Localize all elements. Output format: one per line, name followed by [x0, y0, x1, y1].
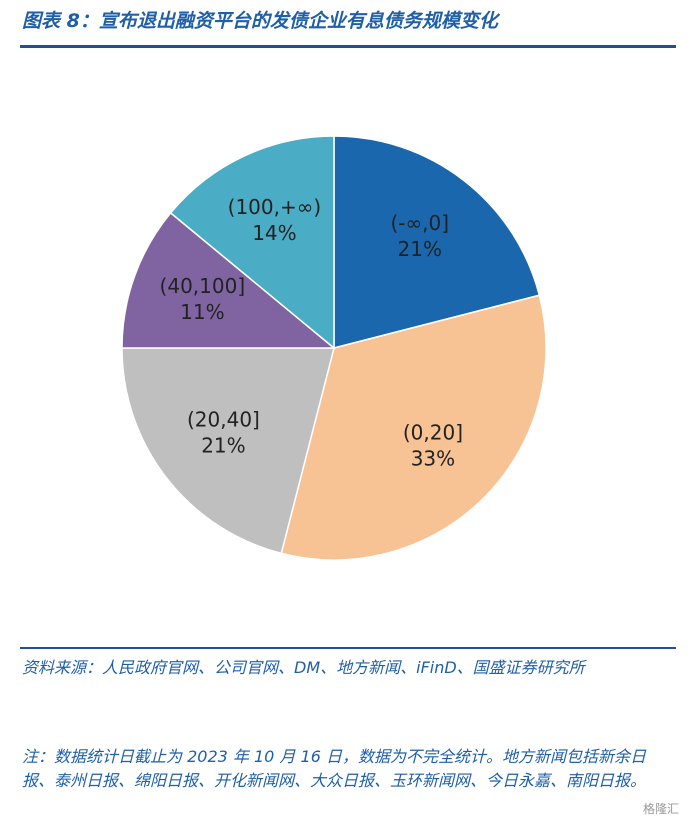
slice-value-label: 11%	[180, 300, 224, 324]
slice-category: (0,20]	[403, 420, 463, 444]
pie-slice	[333, 135, 541, 349]
pie-slice	[169, 135, 335, 350]
slice-value-label: 14%	[252, 221, 296, 245]
source: 资料来源：人民政府官网、公司官网、DM、地方新闻、iFinD、国盛证券研究所	[22, 658, 585, 677]
slice-value-label: 33%	[411, 446, 455, 470]
slice-category: (100,+∞)	[228, 195, 322, 219]
slice-category: (20,40]	[187, 407, 260, 431]
slice-category: (40,100]	[160, 274, 246, 298]
pie-slice	[121, 211, 337, 349]
pie-slice	[121, 347, 335, 555]
pie-slice	[280, 294, 547, 561]
chart-title: 图表 8：宣布退出融资平台的发债企业有息债务规模变化	[22, 10, 498, 32]
watermark: 格隆汇	[642, 802, 679, 816]
slice-value-label: 21%	[201, 433, 245, 457]
source-rule	[20, 647, 676, 649]
note: 注：数据统计日截止为 2023 年 10 月 16 日，数据为不完全统计。地方新…	[22, 747, 647, 790]
slice-category: (-∞,0]	[390, 211, 449, 235]
title-rule	[20, 45, 676, 48]
slice-value-label: 21%	[398, 237, 442, 261]
chart: (-∞,0]21%(0,20]33%(20,40]21%(40,100]11%(…	[121, 135, 547, 561]
